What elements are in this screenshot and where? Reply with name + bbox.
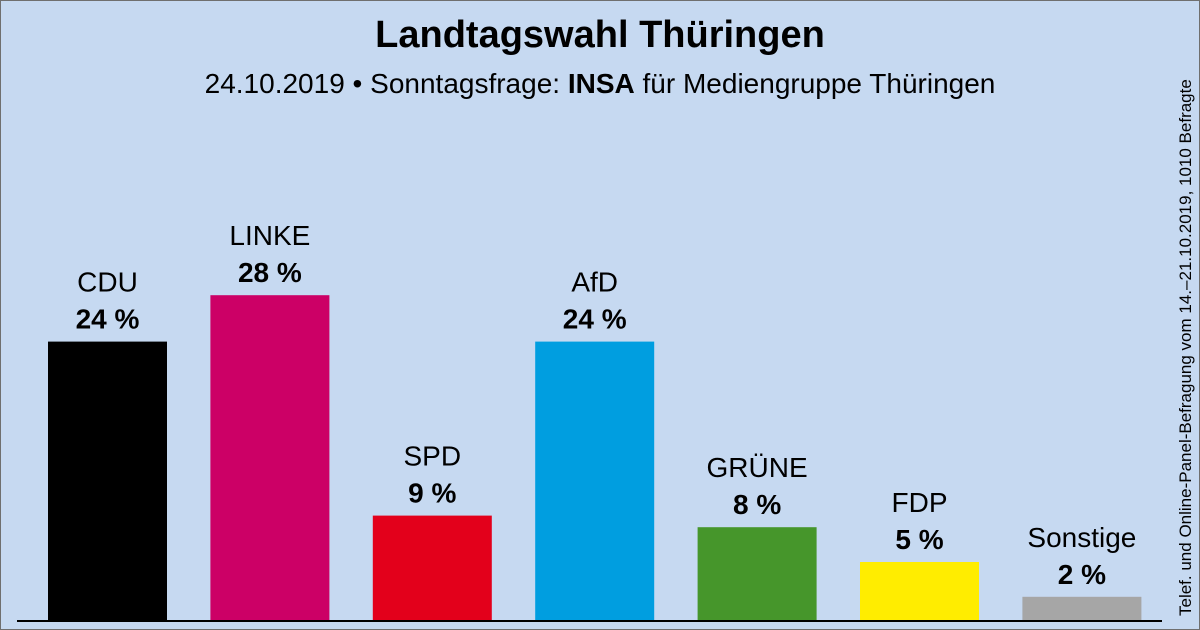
- value-label-sonstige: 2 %: [1058, 559, 1106, 590]
- category-label-grüne: GRÜNE: [707, 452, 808, 483]
- poll-date: 24.10.2019: [204, 68, 345, 99]
- chart-title: Landtagswahl Thüringen: [375, 14, 825, 56]
- value-label-spd: 9 %: [408, 478, 456, 509]
- bar-afd: [535, 341, 655, 620]
- value-label-cdu: 24 %: [76, 304, 140, 335]
- bar-sonstige: [1022, 596, 1142, 620]
- bar-linke: [210, 295, 330, 620]
- value-label-linke: 28 %: [238, 257, 302, 288]
- chart-subtitle: 24.10.2019 • Sonntagsfrage: INSA für Med…: [0, 68, 1200, 100]
- category-label-fdp: FDP: [892, 487, 948, 518]
- bar-cdu: [48, 341, 167, 620]
- value-label-grüne: 8 %: [733, 489, 781, 520]
- subtitle-separator: •: [352, 68, 363, 99]
- poll-client: für Mediengruppe Thüringen: [642, 68, 996, 99]
- category-label-spd: SPD: [404, 441, 462, 472]
- source-note: Telef. und Online-Panel-Befragung vom 14…: [1176, 79, 1195, 616]
- category-label-sonstige: Sonstige: [1027, 522, 1136, 553]
- value-label-fdp: 5 %: [895, 524, 943, 555]
- bar-spd: [372, 515, 492, 620]
- bars-group: 24 % CDU 28 % LINKE 9 % SPD 24 % AfD 8 % GRÜNE 5 %…: [48, 220, 1142, 620]
- poll-type-label: Sonntagsfrage:: [370, 68, 561, 99]
- value-label-afd: 24 %: [563, 304, 627, 335]
- bar-fdp: [860, 562, 979, 620]
- category-label-linke: LINKE: [229, 220, 310, 251]
- category-label-afd: AfD: [571, 267, 618, 298]
- pollster-name: INSA: [567, 68, 635, 99]
- category-label-cdu: CDU: [77, 267, 138, 298]
- bar-grüne: [697, 527, 817, 620]
